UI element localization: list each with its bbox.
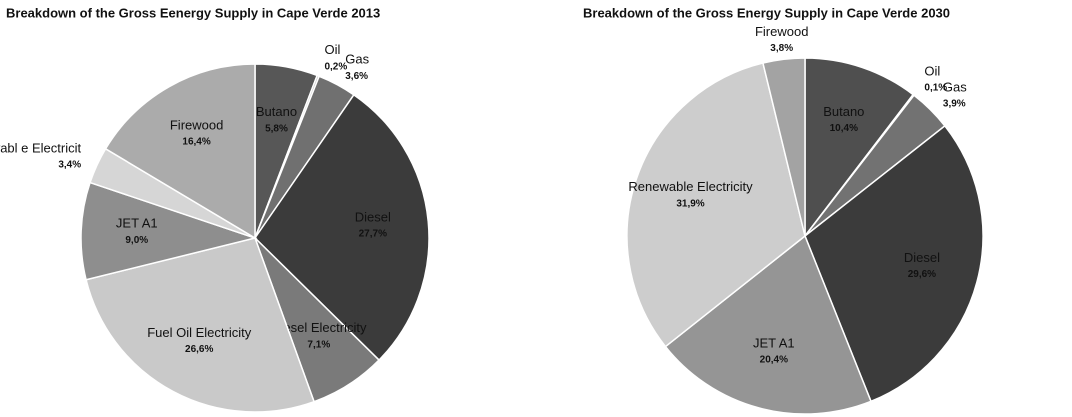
value-label: 16,4% [182, 137, 210, 148]
pie-slice [804, 57, 915, 239]
slice-label: Renewable Electricity [628, 179, 753, 194]
slice-label: Fuel Oil Electricity [147, 325, 252, 340]
value-label: 5,8% [265, 123, 288, 134]
slice-label: Renewabl e Electricit [0, 140, 82, 155]
slice-label: Diesel Electricity [271, 320, 367, 335]
chart-title: Breakdown of the Gross Eenergy Supply in… [6, 5, 380, 20]
pie-slice [664, 234, 872, 415]
slice-label: Diesel [355, 209, 391, 224]
slice-label: Butano [256, 104, 297, 119]
pie-slice [762, 57, 806, 237]
slice-label: Butano [823, 104, 864, 119]
value-label: 9,0% [125, 235, 148, 246]
slice-label: Diesel [904, 250, 940, 265]
pie-slice [104, 63, 256, 240]
value-label: 26,6% [185, 344, 213, 355]
value-label: 27,7% [359, 228, 387, 239]
value-label: 3,4% [58, 160, 81, 171]
value-label: 0,1% [924, 82, 947, 93]
slice-label: JET A1 [753, 335, 795, 350]
pie-slice [254, 93, 430, 362]
chart-title: Breakdown of the Gross Energy Supply in … [583, 5, 950, 20]
slice-label: JET A1 [116, 216, 158, 231]
pie-slice [85, 237, 316, 413]
value-label: 3,9% [943, 99, 966, 110]
value-label: 31,9% [676, 198, 704, 209]
slice-label: Oil [324, 42, 340, 57]
pie-slice [626, 62, 806, 348]
slice-label: Oil [924, 63, 940, 78]
slice-label: Firewood [170, 118, 223, 133]
value-label: 20,4% [760, 355, 788, 366]
value-label: 3,6% [345, 71, 368, 82]
slice-label: Firewood [755, 24, 808, 39]
value-label: 29,6% [908, 269, 936, 280]
value-label: 7,1% [307, 339, 330, 350]
slice-label: Gas [943, 79, 967, 94]
value-label: 3,8% [770, 43, 793, 54]
pie-slice [804, 124, 984, 403]
value-label: 0,2% [324, 61, 347, 72]
slice-label: Gas [345, 52, 369, 67]
pie-slice [80, 181, 258, 281]
value-label: 10,4% [830, 123, 858, 134]
